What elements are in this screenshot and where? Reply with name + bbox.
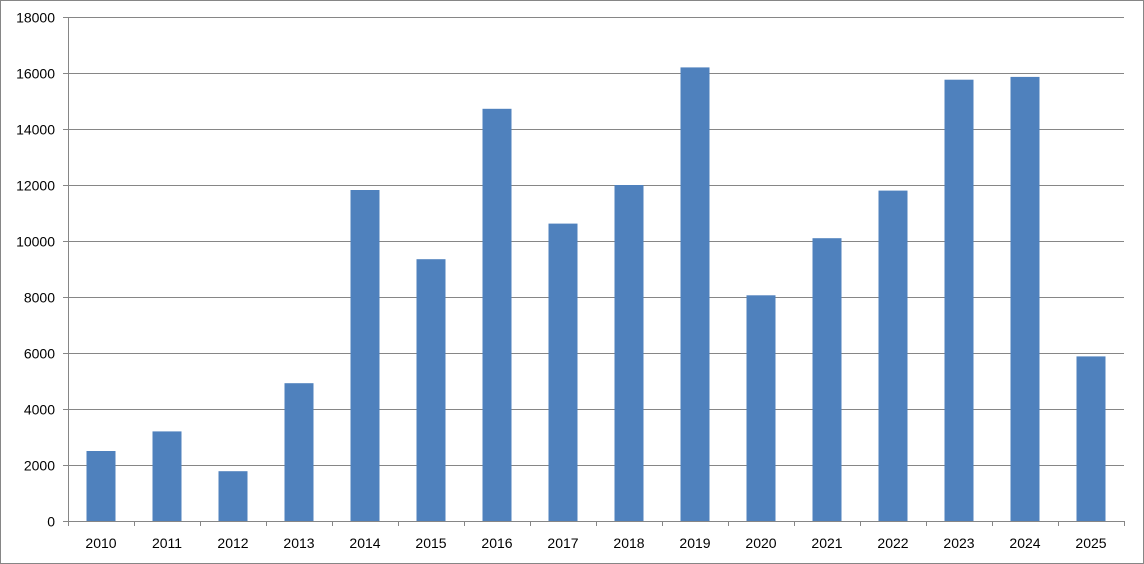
bar-2015 — [416, 259, 446, 521]
x-tick-label: 2016 — [481, 535, 512, 551]
x-tick-label: 2025 — [1075, 535, 1106, 551]
bar-2016 — [482, 108, 512, 522]
bar-2013 — [284, 383, 314, 521]
bar-2020 — [746, 295, 776, 521]
y-tick-labels: 0 2000 4000 6000 8000 10000 12000 14000 16000 180… — [16, 10, 55, 530]
bar-2018 — [614, 185, 644, 521]
y-tick-label: 18000 — [16, 10, 55, 26]
x-tick-labels: 2010 2011 2012 2013 2014 2015 2016 2017 2018 2019… — [85, 535, 1106, 551]
x-tick-label: 2022 — [877, 535, 908, 551]
x-tick-label: 2024 — [1009, 535, 1040, 551]
axes — [63, 17, 1125, 526]
bar-2019 — [680, 67, 710, 522]
bar-2024 — [1010, 76, 1040, 522]
y-tick-label: 4000 — [24, 402, 55, 418]
y-tick-label: 2000 — [24, 458, 55, 474]
bar-2017 — [548, 223, 578, 521]
x-tick-label: 2011 — [152, 535, 182, 551]
y-tick-label: 0 — [47, 514, 55, 530]
y-tick-label: 10000 — [16, 234, 55, 250]
x-tick-label: 2018 — [613, 535, 644, 551]
y-tick-label: 8000 — [24, 290, 55, 306]
bar-2012 — [218, 471, 248, 521]
x-tick-label: 2021 — [811, 535, 842, 551]
bar-2025 — [1076, 356, 1106, 521]
x-tick-label: 2015 — [415, 535, 446, 551]
bar-2014 — [350, 190, 380, 521]
y-tick-label: 6000 — [24, 346, 55, 362]
bar-2021 — [812, 238, 842, 521]
bar-series — [86, 67, 1106, 522]
x-tick-label: 2014 — [349, 535, 380, 551]
bar-2022 — [878, 190, 908, 521]
x-tick-label: 2012 — [217, 535, 248, 551]
x-tick-label: 2017 — [547, 535, 578, 551]
x-tick-label: 2020 — [745, 535, 776, 551]
x-tick-label: 2019 — [679, 535, 710, 551]
x-tick-label: 2023 — [943, 535, 974, 551]
bar-2010 — [86, 451, 116, 521]
bar-2023 — [944, 79, 974, 521]
x-tick-label: 2013 — [283, 535, 314, 551]
x-tick-label: 2010 — [85, 535, 116, 551]
y-tick-label: 16000 — [16, 66, 55, 82]
y-tick-label: 14000 — [16, 122, 55, 138]
bar-2011 — [152, 431, 182, 521]
y-tick-label: 12000 — [16, 178, 55, 194]
